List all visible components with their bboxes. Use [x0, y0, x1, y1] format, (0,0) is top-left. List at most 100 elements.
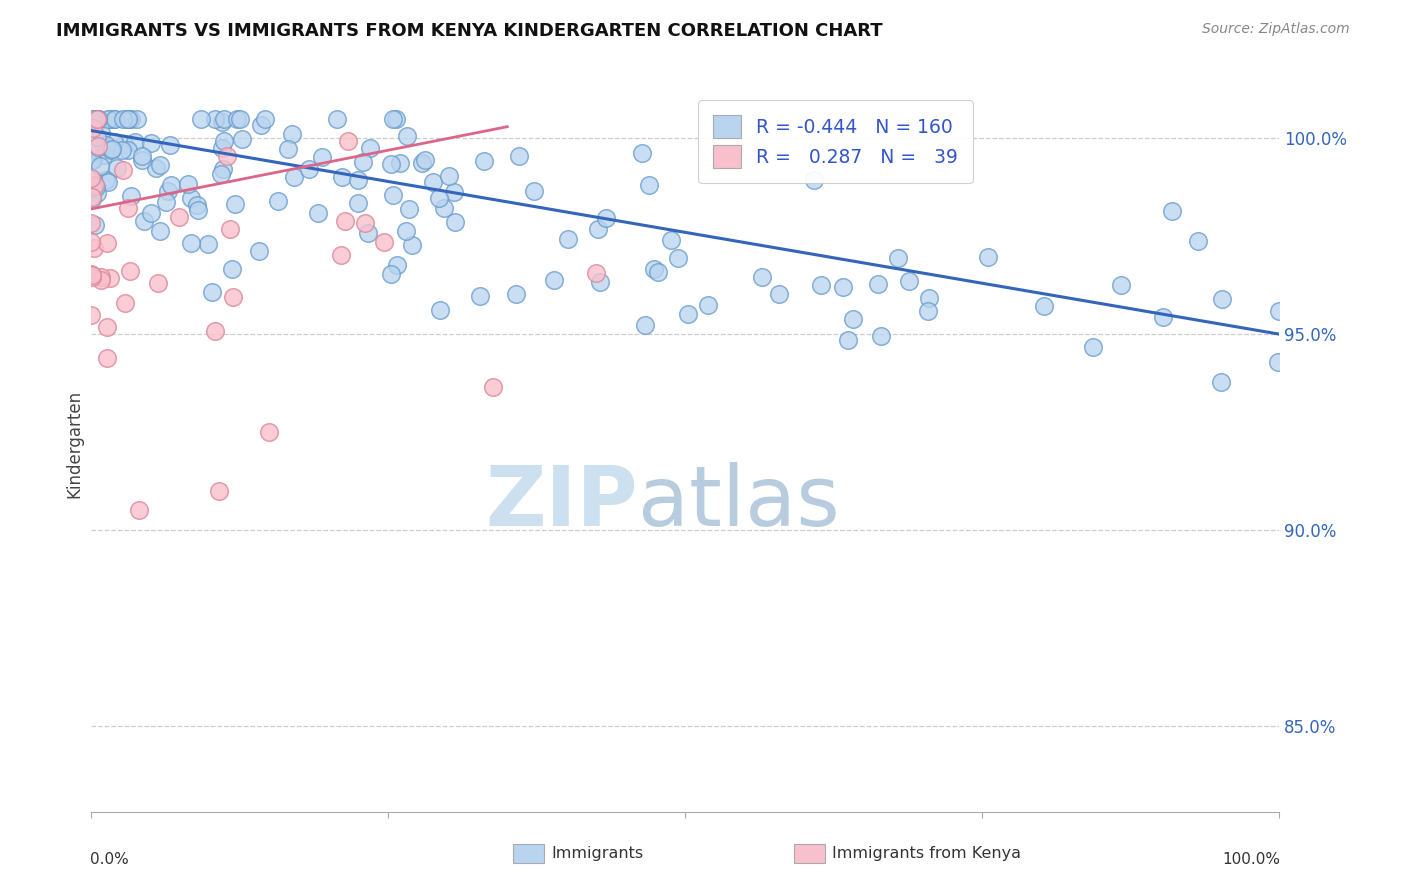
Point: [139, 205, 162, 219]
Point: [141, 136, 163, 151]
Point: [94, 137, 117, 152]
Point: [352, 155, 374, 169]
Point: [82, 171, 104, 186]
Point: [277, 142, 299, 156]
Point: [134, 214, 156, 228]
Text: 100.0%: 100.0%: [1223, 852, 1281, 867]
Point: [1211, 292, 1233, 306]
Point: [84, 218, 107, 232]
Point: [214, 112, 236, 126]
Text: 0.0%: 0.0%: [90, 852, 129, 867]
Point: [222, 289, 245, 303]
Point: [697, 298, 720, 312]
Point: [80, 308, 103, 322]
Point: [114, 296, 136, 310]
Point: [413, 153, 436, 168]
Point: [80, 235, 103, 249]
Point: [86, 112, 108, 126]
Point: [112, 136, 135, 151]
Point: [204, 325, 226, 339]
Point: [177, 177, 200, 191]
Point: [80, 192, 103, 206]
Point: [82, 182, 104, 196]
Point: [388, 155, 411, 169]
Point: [307, 206, 329, 220]
Point: [395, 128, 418, 143]
Point: [87, 112, 110, 126]
Point: [803, 173, 825, 187]
Point: [398, 202, 420, 216]
Point: [381, 112, 404, 126]
Point: [96, 236, 118, 251]
Point: [595, 211, 617, 225]
Point: [112, 162, 135, 177]
Point: [120, 188, 142, 202]
Point: [557, 232, 579, 246]
Point: [1187, 234, 1209, 248]
Point: [115, 112, 138, 126]
Point: [395, 224, 418, 238]
Text: atlas: atlas: [638, 462, 839, 543]
Point: [422, 175, 444, 189]
Point: [643, 261, 665, 276]
Text: Immigrants: Immigrants: [551, 847, 644, 861]
Point: [117, 143, 139, 157]
Point: [86, 186, 108, 200]
Point: [384, 112, 406, 126]
Point: [82, 121, 104, 136]
Point: [100, 142, 122, 156]
Point: [219, 222, 242, 236]
Point: [637, 178, 659, 192]
Point: [443, 214, 465, 228]
Point: [887, 251, 910, 265]
Point: [118, 112, 141, 126]
Point: [918, 291, 941, 305]
Point: [209, 167, 232, 181]
Point: [80, 153, 103, 167]
Point: [353, 216, 375, 230]
Point: [98, 112, 121, 126]
Point: [837, 333, 859, 347]
Point: [96, 173, 118, 187]
Point: [228, 112, 250, 126]
Point: [146, 276, 169, 290]
Point: [633, 318, 655, 333]
Point: [105, 161, 128, 175]
Point: [187, 203, 209, 218]
Point: [155, 194, 177, 209]
Point: [382, 187, 405, 202]
Point: [197, 237, 219, 252]
Point: [97, 175, 120, 189]
Point: [373, 235, 395, 249]
Point: [103, 135, 125, 149]
Point: [90, 270, 112, 285]
Point: [585, 266, 607, 280]
Point: [86, 112, 108, 126]
Point: [98, 271, 121, 285]
Point: [443, 186, 465, 200]
Point: [180, 190, 202, 204]
Point: [630, 146, 652, 161]
Point: [523, 184, 546, 198]
Point: [89, 159, 111, 173]
Point: [84, 112, 107, 127]
Text: ZIP: ZIP: [485, 462, 638, 543]
Point: [330, 247, 353, 261]
Point: [869, 329, 891, 343]
Point: [347, 173, 370, 187]
Point: [86, 112, 108, 126]
Text: IMMIGRANTS VS IMMIGRANTS FROM KENYA KINDERGARTEN CORRELATION CHART: IMMIGRANTS VS IMMIGRANTS FROM KENYA KIND…: [56, 22, 883, 40]
Point: [190, 112, 212, 126]
Point: [505, 287, 527, 301]
Point: [1083, 340, 1105, 354]
Point: [211, 141, 233, 155]
Point: [472, 154, 495, 169]
Point: [96, 320, 118, 334]
Point: [330, 169, 353, 184]
Point: [87, 139, 110, 153]
Point: [427, 191, 450, 205]
Point: [1109, 277, 1132, 292]
Point: [588, 222, 610, 236]
Point: [437, 169, 460, 184]
Point: [337, 134, 360, 148]
